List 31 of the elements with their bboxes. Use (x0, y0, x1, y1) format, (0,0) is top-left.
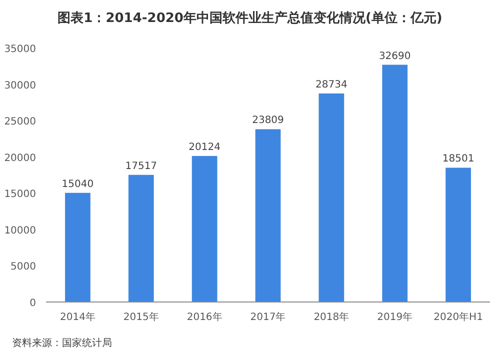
data-label: 17517 (125, 160, 158, 172)
bar (446, 168, 471, 302)
x-tick-label: 2019年 (377, 311, 413, 323)
data-label: 23809 (252, 115, 284, 126)
bar (318, 93, 344, 302)
y-tick-label: 5000 (10, 262, 36, 273)
data-label: 15040 (62, 178, 94, 190)
data-label: 20124 (188, 142, 220, 153)
x-tick-label: 2017年 (250, 311, 286, 323)
x-tick-label: 2015年 (123, 311, 159, 323)
y-tick-label: 20000 (4, 152, 36, 164)
text: 资料来源：国家统计局 (12, 337, 112, 349)
x-tick-label: 2020年H1 (434, 311, 483, 323)
y-tick-label: 10000 (4, 225, 36, 236)
x-tick-label: 2018年 (314, 311, 350, 323)
y-tick-label: 0 (30, 298, 36, 309)
chart-title: 图表1：2014-2020年中国软件业生产总值变化情况(单位：亿元) (58, 10, 442, 26)
x-tick-label: 2014年 (60, 311, 96, 323)
bar (255, 129, 281, 302)
bar (382, 64, 408, 302)
bar (65, 192, 90, 302)
y-tick-label: 35000 (4, 44, 36, 55)
x-tick-label: 2016年 (186, 311, 222, 323)
y-tick-label: 25000 (4, 116, 36, 128)
data-label: 18501 (442, 154, 474, 165)
data-label: 28734 (316, 79, 348, 90)
data-label: 32690 (378, 50, 411, 62)
bar (192, 156, 218, 302)
y-tick-label: 15000 (4, 189, 36, 200)
y-tick-label: 30000 (4, 80, 36, 92)
bar (128, 174, 154, 302)
